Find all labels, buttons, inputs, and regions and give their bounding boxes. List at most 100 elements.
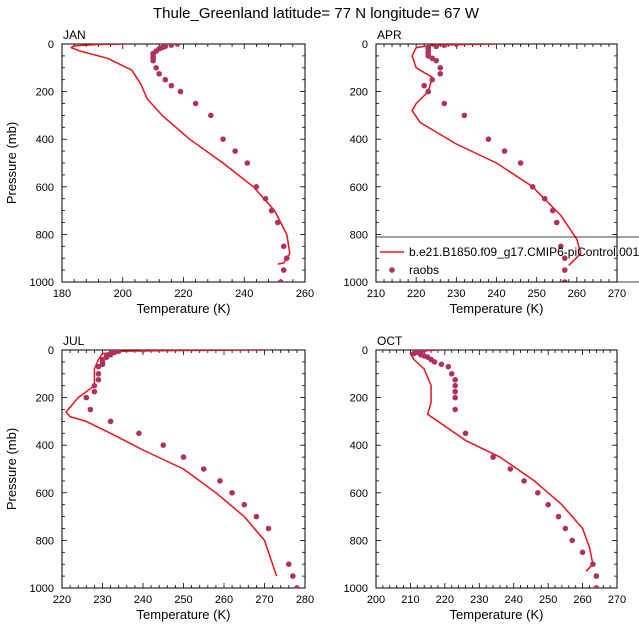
raobs-point bbox=[425, 88, 432, 95]
y-tick-label: 800 bbox=[36, 229, 54, 241]
raobs-point bbox=[217, 478, 223, 484]
y-axis-title: Pressure (mb) bbox=[4, 122, 19, 204]
x-tick-label: 240 bbox=[134, 594, 152, 606]
raobs-point bbox=[95, 371, 102, 377]
x-tick-label: 230 bbox=[93, 594, 111, 606]
raobs-point bbox=[431, 359, 438, 365]
raobs-point bbox=[441, 100, 448, 107]
x-tick-label: 250 bbox=[527, 288, 545, 300]
y-tick-label: 1000 bbox=[344, 583, 368, 595]
raobs-point bbox=[557, 243, 564, 250]
y-tick-label: 400 bbox=[36, 440, 54, 452]
x-tick-label: 270 bbox=[608, 288, 626, 300]
raobs-point bbox=[208, 112, 214, 119]
raobs-point bbox=[517, 160, 524, 166]
x-tick-label: 270 bbox=[255, 594, 273, 606]
x-tick-label: 220 bbox=[436, 594, 454, 606]
legend-model-label: b.e21.B1850.f09_g17.CMIP6-piControl.001 bbox=[409, 245, 639, 259]
raobs-point bbox=[441, 44, 448, 48]
y-axis-title: Pressure (mb) bbox=[4, 428, 19, 510]
panels: 180 200 220 240 260 0 200 400 600 800 1000 JAN Tempe… bbox=[4, 28, 639, 622]
x-tick-label: 240 bbox=[487, 288, 505, 300]
raobs-point bbox=[91, 388, 98, 395]
raobs-point bbox=[280, 243, 287, 250]
raobs-point bbox=[529, 184, 536, 190]
panel-label: APR bbox=[377, 28, 402, 42]
raobs-point bbox=[593, 585, 600, 588]
data-layer bbox=[65, 350, 300, 588]
raobs-point bbox=[244, 160, 251, 166]
x-tick-label: 260 bbox=[215, 594, 233, 606]
raobs-point bbox=[268, 207, 275, 214]
raobs-point bbox=[232, 148, 238, 154]
y-tick-label: 0 bbox=[362, 39, 368, 51]
y-tick-label: 800 bbox=[350, 229, 368, 241]
raobs-point bbox=[590, 561, 596, 567]
raobs-point bbox=[286, 561, 292, 567]
x-tick-label: 250 bbox=[174, 594, 192, 606]
x-tick-label: 210 bbox=[401, 594, 419, 606]
model-series-line bbox=[411, 44, 582, 266]
raobs-point bbox=[229, 490, 235, 496]
x-axis-title: Temperature (K) bbox=[450, 301, 544, 316]
raobs-point bbox=[569, 537, 576, 544]
legend: b.e21.B1850.f09_g17.CMIP6-piControl.001r… bbox=[376, 236, 639, 283]
panel-apr: 210 220 230 240 250 260 270 0 200 400 600 800 1000 AP… bbox=[344, 28, 627, 316]
raobs-point bbox=[107, 418, 114, 425]
y-tick-label: 200 bbox=[36, 87, 54, 99]
raobs-point bbox=[448, 371, 455, 377]
raobs-point bbox=[168, 44, 175, 48]
raobs-point bbox=[140, 350, 146, 353]
x-tick-label: 240 bbox=[505, 594, 523, 606]
raobs-point bbox=[156, 70, 162, 77]
raobs-point bbox=[521, 478, 527, 484]
x-tick-label: 220 bbox=[174, 288, 192, 300]
raobs-point bbox=[490, 454, 496, 460]
raobs-point bbox=[103, 354, 110, 360]
x-tick-label: 250 bbox=[539, 594, 557, 606]
raobs-point bbox=[507, 466, 514, 472]
raobs-point bbox=[593, 573, 600, 579]
panel-label: OCT bbox=[377, 334, 403, 348]
raobs-point bbox=[160, 442, 167, 449]
y-tick-label: 600 bbox=[36, 182, 54, 194]
raobs-point bbox=[253, 513, 260, 520]
legend-raobs-swatch bbox=[389, 267, 395, 273]
raobs-point bbox=[437, 65, 444, 71]
raobs-point bbox=[561, 267, 568, 273]
data-layer bbox=[411, 44, 582, 282]
raobs-point bbox=[280, 267, 287, 273]
raobs-point bbox=[461, 112, 468, 119]
raobs-point bbox=[429, 76, 436, 83]
raobs-point bbox=[452, 406, 458, 413]
figure-title: Thule_Greenland latitude= 77 N longitude… bbox=[153, 5, 480, 22]
raobs-point bbox=[485, 136, 492, 142]
raobs-point bbox=[437, 70, 444, 77]
raobs-point bbox=[421, 82, 428, 89]
raobs-point bbox=[555, 513, 562, 520]
panel-label: JAN bbox=[63, 28, 86, 42]
panel-oct: 200 210 220 230 240 250 260 270 0 200 400 600 800 100… bbox=[344, 334, 627, 622]
y-tick-label: 800 bbox=[36, 535, 54, 547]
y-tick-label: 200 bbox=[36, 393, 54, 405]
raobs-point bbox=[83, 394, 90, 401]
raobs-point bbox=[136, 430, 142, 437]
y-tick-label: 600 bbox=[350, 488, 368, 500]
y-tick-label: 0 bbox=[362, 345, 368, 357]
y-tick-label: 600 bbox=[36, 488, 54, 500]
x-tick-label: 260 bbox=[573, 594, 591, 606]
panel-jan: 180 200 220 240 260 0 200 400 600 800 1000 JAN Tempe… bbox=[4, 28, 314, 316]
data-layer bbox=[70, 44, 291, 282]
x-axis-title: Temperature (K) bbox=[450, 607, 544, 622]
raobs-point bbox=[253, 184, 260, 190]
plot-frame bbox=[61, 43, 306, 283]
raobs-point bbox=[452, 376, 458, 383]
x-tick-label: 210 bbox=[367, 288, 385, 300]
raobs-point bbox=[411, 350, 417, 357]
raobs-point bbox=[200, 466, 207, 472]
x-tick-label: 220 bbox=[407, 288, 425, 300]
raobs-point bbox=[452, 394, 458, 401]
raobs-point bbox=[553, 219, 560, 226]
legend-raobs-label: raobs bbox=[409, 263, 439, 277]
